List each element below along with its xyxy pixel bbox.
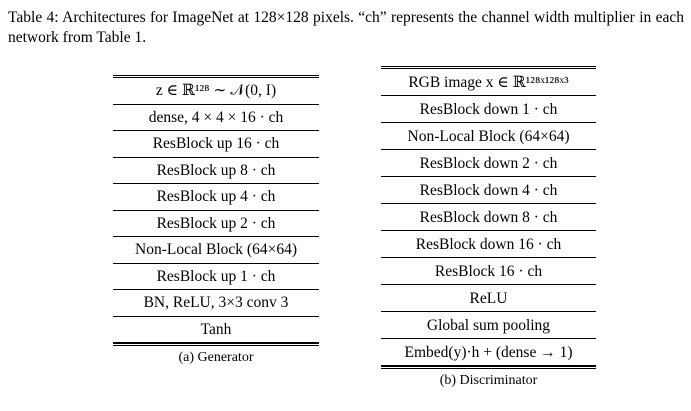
discriminator-row: ResBlock down 1 · ch [381, 96, 596, 123]
discriminator-row: Global sum pooling [381, 312, 596, 339]
generator-row: Non-Local Block (64×64) [113, 237, 319, 264]
generator-row: Tanh [113, 317, 319, 343]
discriminator-row: ResBlock down 2 · ch [381, 150, 596, 177]
table-caption-label: Table 4: [8, 9, 59, 26]
generator-row: ResBlock up 1 · ch [113, 264, 319, 290]
discriminator-row: ResBlock down 16 · ch [381, 231, 596, 258]
generator-row: BN, ReLU, 3×3 conv 3 [113, 290, 319, 317]
discriminator-row: ResBlock down 8 · ch [381, 204, 596, 231]
table-caption: Table 4: Architectures for ImageNet at 1… [8, 8, 684, 48]
generator-row: z ∈ ℝ¹²⁸ ∼ 𝒩(0, I) [113, 78, 319, 105]
discriminator-row: RGB image x ∈ ℝ¹²⁸ˣ¹²⁸ˣ³ [381, 69, 596, 96]
discriminator-row: Non-Local Block (64×64) [381, 123, 596, 150]
discriminator-bottom-rule [381, 366, 596, 369]
discriminator-row: ResBlock down 4 · ch [381, 177, 596, 204]
generator-table: z ∈ ℝ¹²⁸ ∼ 𝒩(0, I) dense, 4 × 4 × 16 · c… [113, 75, 319, 367]
discriminator-subcaption: (b) Discriminator [439, 373, 538, 388]
generator-row: ResBlock up 8 · ch [113, 158, 319, 184]
generator-row: dense, 4 × 4 × 16 · ch [113, 105, 319, 131]
discriminator-row: ReLU [381, 285, 596, 312]
generator-top-rule [113, 75, 319, 78]
discriminator-row: Embed(y)·h + (dense → 1) [381, 339, 596, 366]
discriminator-top-rule [381, 66, 596, 69]
generator-row: ResBlock up 4 · ch [113, 184, 319, 211]
discriminator-row: ResBlock 16 · ch [381, 258, 596, 285]
generator-row: ResBlock up 2 · ch [113, 211, 319, 237]
discriminator-table: RGB image x ∈ ℝ¹²⁸ˣ¹²⁸ˣ³ ResBlock down 1… [381, 66, 596, 390]
generator-subcaption: (a) Generator [178, 350, 254, 365]
generator-bottom-rule [113, 343, 319, 346]
table-caption-text: Architectures for ImageNet at 128×128 pi… [8, 9, 684, 46]
generator-row: ResBlock up 16 · ch [113, 131, 319, 158]
